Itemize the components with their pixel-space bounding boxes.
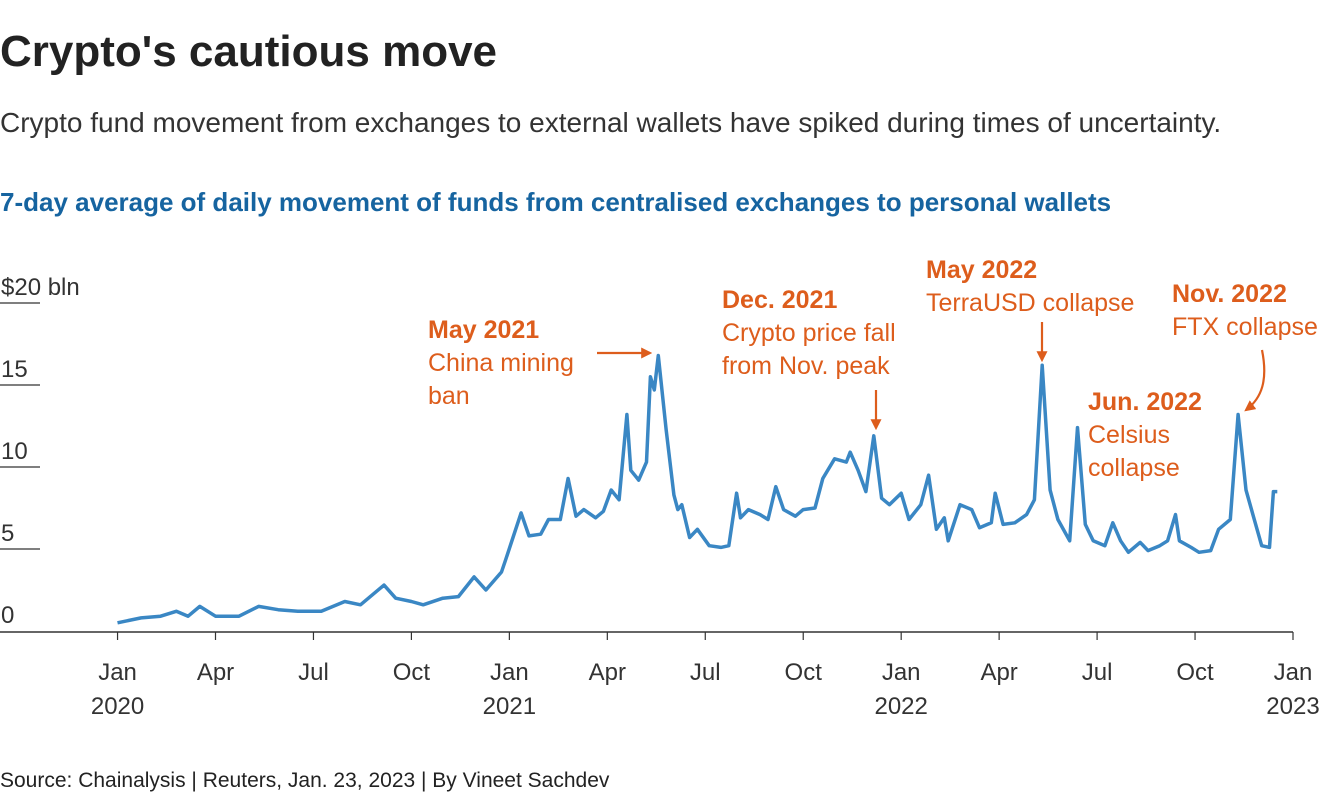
y-tick-label: 10 — [1, 438, 28, 465]
source-note: Source: Chainalysis | Reuters, Jan. 23, … — [0, 769, 610, 792]
annotation-text: collapse — [1088, 454, 1180, 482]
chart-title: Crypto's cautious move — [0, 27, 497, 76]
data-line — [117, 353, 1278, 625]
x-tick-label: Apr — [980, 659, 1017, 686]
x-tick-label: Oct — [393, 659, 431, 686]
x-tick-label: Jan 2021 — [483, 659, 536, 720]
y-tick-label: $20 bln — [1, 274, 80, 301]
x-tick-label: Jan 2022 — [874, 659, 927, 720]
annotation-text: China mining — [428, 349, 574, 377]
x-tick-label: Apr — [589, 659, 626, 686]
annotation-title: Nov. 2022 — [1172, 280, 1287, 308]
annotation-title: May 2021 — [428, 316, 539, 344]
annotation-arrow — [1244, 349, 1266, 412]
annotation-title: Dec. 2021 — [722, 286, 837, 314]
annotation-text: TerraUSD collapse — [926, 289, 1134, 317]
x-tick-label: Apr — [197, 659, 234, 686]
chart-subtitle: Crypto fund movement from exchanges to e… — [0, 107, 1221, 138]
x-tick-label: Jul — [690, 659, 721, 686]
y-tick-label: 15 — [1, 356, 28, 383]
x-tick-label: Jul — [298, 659, 329, 686]
x-tick-label: Oct — [1176, 659, 1214, 686]
x-tick-label: Jul — [1082, 659, 1113, 686]
annotation-title: Jun. 2022 — [1088, 388, 1202, 416]
x-tick-label: Jan 2020 — [91, 659, 144, 720]
annotation-text: ban — [428, 382, 470, 410]
x-tick-label: Oct — [785, 659, 823, 686]
x-tick-label: Jan 2023 — [1266, 659, 1319, 720]
annotation-text: from Nov. peak — [722, 352, 890, 380]
annotation-text: Crypto price fall — [722, 319, 896, 347]
annotation-text: Celsius — [1088, 421, 1170, 449]
chart-heading: 7-day average of daily movement of funds… — [0, 187, 1111, 217]
y-tick-label: 0 — [1, 602, 14, 629]
annotation-text: FTX collapse — [1172, 313, 1318, 341]
y-tick-label: 5 — [1, 520, 14, 547]
annotation-title: May 2022 — [926, 256, 1037, 284]
